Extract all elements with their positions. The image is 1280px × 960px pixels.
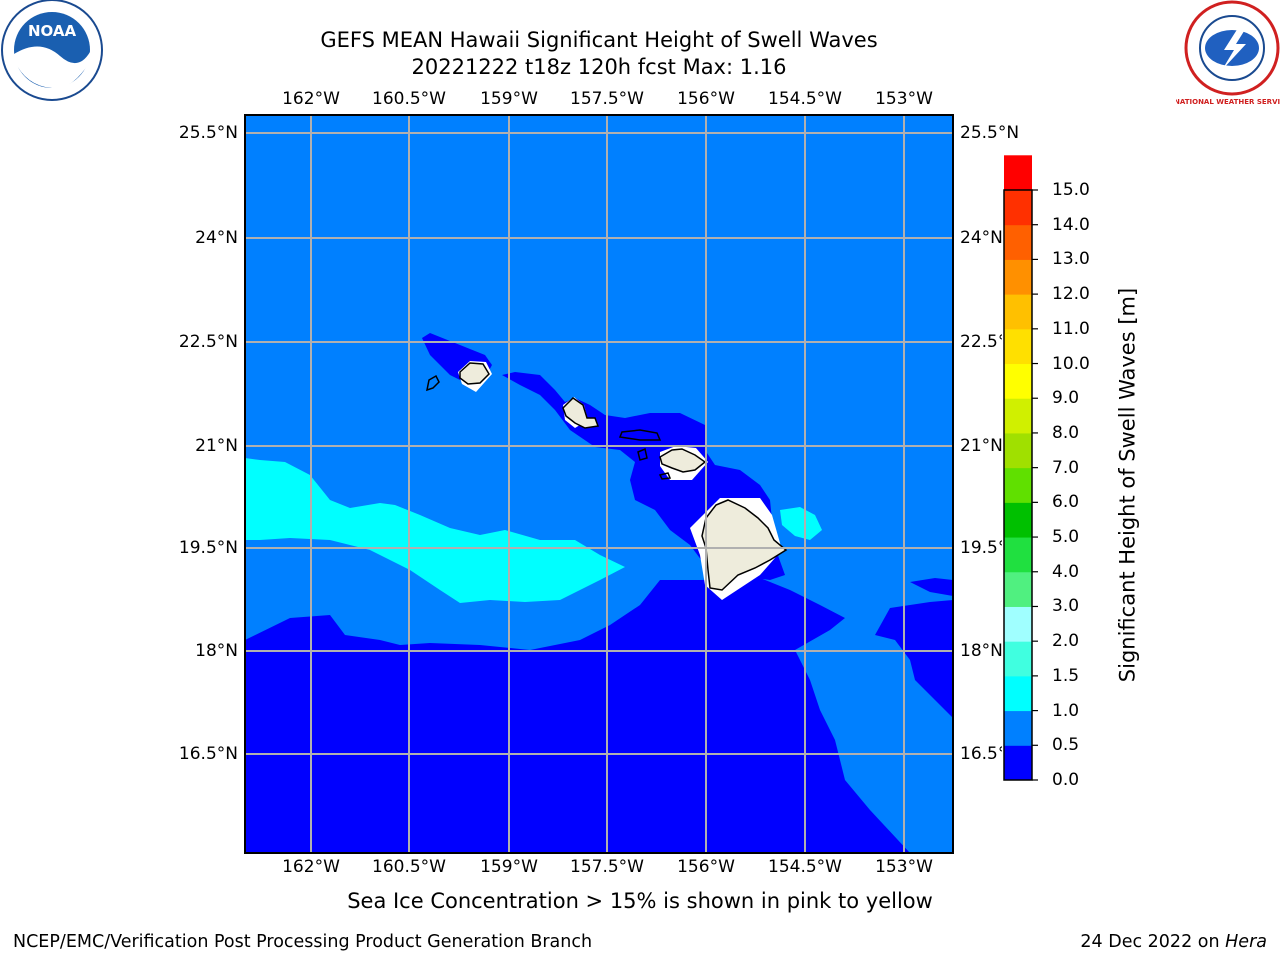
lat-tick-right: 22.5°N bbox=[960, 332, 1002, 352]
colorbar-segment bbox=[1004, 328, 1032, 365]
land-molokai bbox=[618, 429, 662, 441]
land-lanai bbox=[637, 447, 648, 461]
map-frame bbox=[244, 114, 954, 854]
colorbar-tick-label: 0.5 bbox=[1052, 735, 1080, 756]
swell-band-0-0.5-southeast bbox=[875, 600, 953, 718]
land-big-island bbox=[701, 499, 788, 591]
colorbar-segment bbox=[1004, 467, 1032, 503]
producer-credit: NCEP/EMC/Verification Post Processing Pr… bbox=[13, 932, 593, 952]
swell-band-0-0.5-south bbox=[245, 578, 910, 853]
colorbar-tick-label: 1.0 bbox=[1052, 700, 1080, 721]
colorbar-tick-label: 10.0 bbox=[1052, 353, 1090, 374]
colorbar-tick-label: 11.0 bbox=[1052, 318, 1090, 339]
lat-tick-right: 16.5°N bbox=[960, 744, 1002, 764]
lon-tick-bottom: 162°W bbox=[282, 857, 340, 877]
colorbar-tick-label: 3.0 bbox=[1052, 596, 1080, 617]
colorbar-segment bbox=[1004, 537, 1032, 573]
land-niihau bbox=[426, 374, 440, 392]
lat-tick-left: 24°N bbox=[195, 228, 238, 248]
lon-tick-bottom: 159°W bbox=[480, 857, 538, 877]
colorbar-tick-label: 9.0 bbox=[1052, 388, 1080, 409]
lon-tick-top: 160.5°W bbox=[372, 89, 446, 109]
lat-tick-left: 21°N bbox=[195, 436, 238, 456]
lon-tick-top: 156°W bbox=[677, 89, 735, 109]
generation-date: 24 Dec 2022 on Hera bbox=[1080, 932, 1267, 952]
colorbar-segment bbox=[1004, 224, 1032, 260]
land-kauai bbox=[459, 362, 490, 385]
colorbar-segment bbox=[1004, 294, 1032, 330]
lat-tick-left: 19.5°N bbox=[178, 538, 238, 558]
lat-tick-right: 24°N bbox=[960, 228, 1002, 248]
land-kahoolawe bbox=[658, 472, 672, 480]
lat-tick-left: 25.5°N bbox=[178, 123, 238, 143]
nws-logo-text: NATIONAL WEATHER SERVICE bbox=[1176, 98, 1280, 106]
colorbar-tick-label: 2.0 bbox=[1052, 631, 1080, 652]
colorbar-segment bbox=[1004, 432, 1032, 469]
colorbar-segment bbox=[1004, 606, 1032, 642]
swell-band-0-0.5-islands bbox=[422, 333, 785, 580]
generation-date-text: 24 Dec 2022 on bbox=[1080, 932, 1220, 952]
colorbar-tick-label: 7.0 bbox=[1052, 457, 1080, 478]
colorbar-tick-label: 1.5 bbox=[1052, 665, 1080, 686]
lon-tick-bottom: 156°W bbox=[677, 857, 735, 877]
sea-ice-note: Sea Ice Concentration > 15% is shown in … bbox=[347, 889, 933, 913]
graticule bbox=[245, 115, 953, 853]
colorbar-tick-label: 6.0 bbox=[1052, 492, 1080, 513]
colorbar-tick-label: 12.0 bbox=[1052, 284, 1090, 305]
lon-tick-top: 162°W bbox=[282, 89, 340, 109]
lat-tick-right: 25.5°N bbox=[960, 123, 1020, 143]
lon-tick-bottom: 153°W bbox=[875, 857, 933, 877]
map-subtitle: 20221222 t18z 120h fcst Max: 1.16 bbox=[411, 55, 787, 79]
colorbar-tick-label: 13.0 bbox=[1052, 249, 1090, 270]
colorbar-tick-label: 15.0 bbox=[1052, 180, 1090, 200]
host-name: Hera bbox=[1225, 932, 1267, 952]
colorbar-segment bbox=[1004, 710, 1032, 746]
colorbar-segment bbox=[1004, 259, 1032, 295]
colorbar-segment bbox=[1004, 398, 1032, 434]
colorbar-tick-label: 14.0 bbox=[1052, 214, 1090, 235]
lon-tick-top: 159°W bbox=[480, 89, 538, 109]
colorbar-tick-label: 5.0 bbox=[1052, 527, 1080, 548]
lat-tick-left: 16.5°N bbox=[178, 744, 238, 764]
colorbar-label: Significant Height of Swell Waves [m] bbox=[1115, 287, 1140, 683]
swell-band-1.0-1.5-east bbox=[780, 507, 822, 540]
colorbar bbox=[1003, 155, 1038, 781]
lon-tick-top: 157.5°W bbox=[570, 89, 644, 109]
lon-tick-bottom: 160.5°W bbox=[372, 857, 446, 877]
colorbar-segment bbox=[1004, 745, 1032, 781]
colorbar-frame bbox=[1003, 189, 1033, 781]
lat-tick-left: 18°N bbox=[195, 641, 238, 661]
map-title: GEFS MEAN Hawaii Significant Height of S… bbox=[320, 28, 878, 52]
swell-band-1.0-1.5 bbox=[245, 458, 625, 603]
lon-tick-bottom: 157.5°W bbox=[570, 857, 644, 877]
lat-tick-left: 22.5°N bbox=[178, 332, 238, 352]
colorbar-tick-label: 8.0 bbox=[1052, 422, 1080, 443]
lon-tick-top: 154.5°W bbox=[768, 89, 842, 109]
colorbar-tick-label: 0.0 bbox=[1052, 770, 1080, 790]
colorbar-segment bbox=[1004, 641, 1032, 677]
land-maui bbox=[659, 448, 707, 473]
lon-tick-bottom: 154.5°W bbox=[768, 857, 842, 877]
colorbar-segment bbox=[1004, 363, 1032, 399]
colorbar-segment bbox=[1004, 190, 1032, 226]
land-oahu bbox=[562, 397, 600, 429]
colorbar-segment bbox=[1004, 675, 1032, 712]
noaa-logo-text: NOAA bbox=[28, 22, 77, 40]
colorbar-segment bbox=[1004, 155, 1032, 191]
lat-tick-right: 21°N bbox=[960, 436, 1002, 456]
colorbar-segment bbox=[1004, 502, 1032, 538]
noaa-logo: NOAA bbox=[1, 0, 103, 101]
swell-band-0-0.5-east-edge bbox=[910, 578, 953, 596]
lon-tick-top: 153°W bbox=[875, 89, 933, 109]
lat-tick-right: 18°N bbox=[960, 641, 1002, 661]
lat-tick-right: 19.5°N bbox=[960, 538, 1002, 558]
colorbar-segment bbox=[1004, 571, 1032, 607]
nws-logo: NATIONAL WEATHER SERVICE bbox=[1176, 0, 1280, 106]
colorbar-tick-label: 4.0 bbox=[1052, 561, 1080, 582]
